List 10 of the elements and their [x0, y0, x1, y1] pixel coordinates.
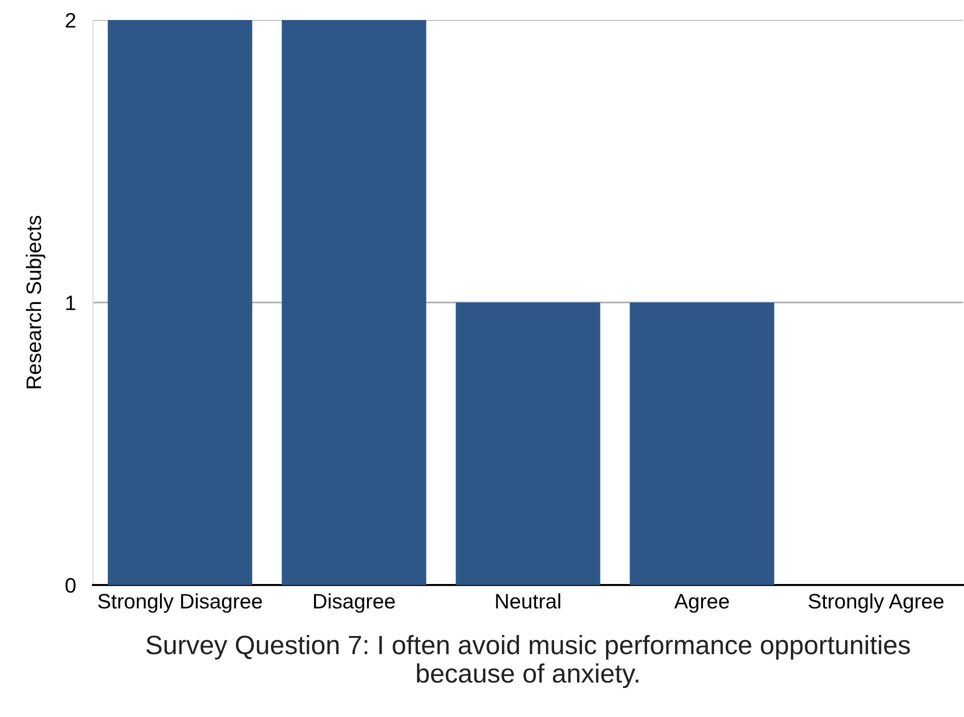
x-tick-label: Agree — [674, 594, 729, 613]
x-tick-label: Strongly Disagree — [98, 593, 262, 613]
y-tick-label: 1 — [66, 296, 76, 310]
y-tick-label: 0 — [66, 578, 76, 593]
y-tick-label: 2 — [66, 13, 76, 28]
x-tick-label: Disagree — [314, 593, 395, 613]
x-tick-label: Neutral — [496, 593, 560, 609]
x-tick-label: Strongly Agree — [808, 593, 944, 613]
y-axis-title: Research Subjects — [26, 216, 46, 388]
x-axis-title: Survey Question 7: I often avoid music performance opportunities because of anxiety. — [146, 634, 910, 688]
